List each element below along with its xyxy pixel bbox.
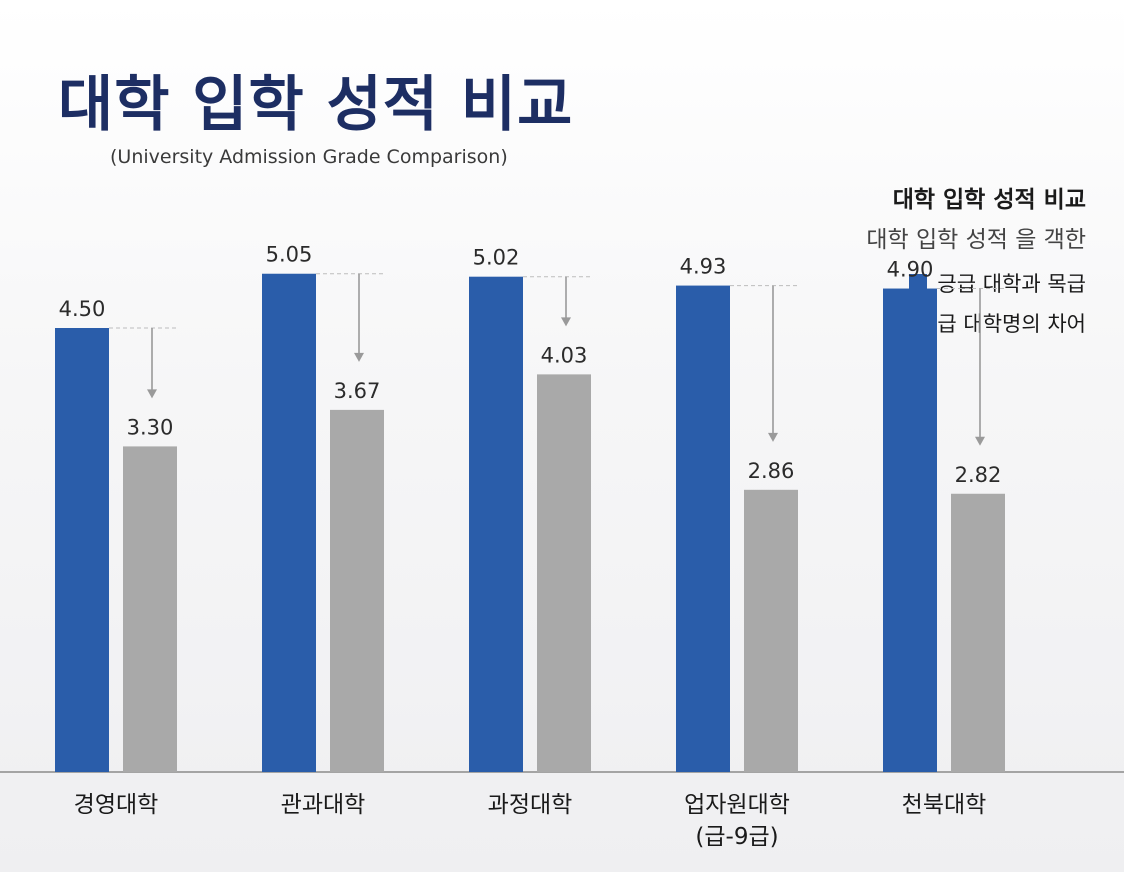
value-label-series-1: 4.90 <box>887 258 934 282</box>
chart-subtitle: (University Admission Grade Comparison) <box>110 146 508 168</box>
value-label-series-2: 3.67 <box>334 379 381 403</box>
bar-series-1 <box>469 276 523 772</box>
difference-arrowhead <box>354 352 364 362</box>
value-label-series-2: 3.30 <box>127 415 174 439</box>
difference-arrowhead <box>975 436 985 446</box>
bar-series-1 <box>883 288 937 772</box>
category-label: 천북대학 <box>902 792 987 818</box>
legend-swatch-series-1 <box>909 274 928 292</box>
bar-series-1 <box>262 273 316 772</box>
bar-series-1 <box>55 328 109 772</box>
difference-arrowhead <box>147 389 157 399</box>
value-label-series-1: 4.50 <box>59 297 106 321</box>
value-label-series-2: 2.82 <box>955 463 1002 487</box>
category-label: 경영대학 <box>74 792 159 818</box>
bar-series-2 <box>330 409 384 772</box>
legend-subtitle: 대학 입학 성적 을 객한 <box>866 227 1086 253</box>
legend-title: 대학 입학 성적 비교 <box>892 187 1086 213</box>
value-label-series-2: 4.03 <box>541 343 588 367</box>
value-label-series-1: 5.05 <box>266 243 313 267</box>
category-label: 과정대학 <box>488 792 573 818</box>
difference-arrowhead <box>561 317 571 327</box>
category-label: 업자원대학 <box>684 792 790 818</box>
value-label-series-2: 2.86 <box>748 459 795 483</box>
chart-title: 대학 입학 성적 비교 <box>58 70 574 140</box>
category-label: 관과대학 <box>281 792 366 818</box>
value-label-series-1: 4.93 <box>680 255 727 279</box>
legend-label-series-2: 등급 대학명의 차어 <box>918 312 1086 336</box>
bar-series-2 <box>123 446 177 772</box>
category-label: (급-9급) <box>695 824 778 850</box>
bar-series-2 <box>951 493 1005 772</box>
bar-series-2 <box>537 374 591 772</box>
legend: 대학 입학 성적 비교 대학 입학 성적 을 객한 긍급 대학과 목급 등급 대… <box>866 180 1086 338</box>
legend-label-series-1: 긍급 대학과 목급 <box>937 272 1086 296</box>
bar-series-1 <box>676 285 730 772</box>
difference-arrowhead <box>768 432 778 442</box>
value-label-series-1: 5.02 <box>473 246 520 270</box>
legend-item-series-1: 긍급 대학과 목급 <box>866 268 1086 298</box>
bar-series-2 <box>744 489 798 772</box>
